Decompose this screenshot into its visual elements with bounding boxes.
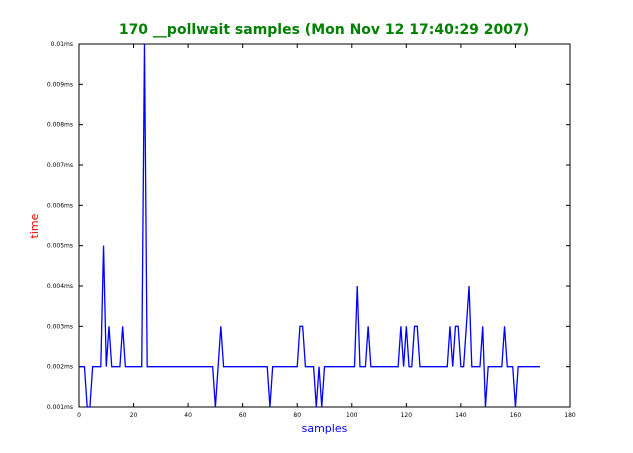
x-tick-label: 120 — [401, 412, 413, 419]
y-tick-label: 0.004ms — [47, 283, 73, 290]
plot-frame — [78, 43, 571, 408]
y-tick-label: 0.008ms — [47, 122, 73, 129]
x-tick-label: 20 — [130, 412, 138, 419]
y-tick-label: 0.006ms — [47, 202, 73, 209]
y-tick-label: 0.009ms — [47, 81, 73, 88]
x-axis-label: samples — [302, 422, 348, 435]
y-tick-label: 0.001ms — [47, 404, 73, 411]
x-tick-label: 0 — [77, 412, 81, 419]
x-tick-label: 160 — [510, 412, 522, 419]
x-tick-label: 180 — [564, 412, 576, 419]
x-tick-label: 140 — [455, 412, 467, 419]
x-tick-label: 40 — [184, 412, 192, 419]
y-tick-label: 0.007ms — [47, 162, 73, 169]
x-axis: 0 20 40 60 80 100 120 140 160 180 — [77, 44, 576, 419]
y-axis: 0.001ms 0.002ms 0.003ms 0.004ms 0.005ms 0.006… — [47, 41, 570, 411]
series-line — [79, 43, 540, 408]
x-tick-label: 100 — [346, 412, 358, 419]
chart-title: 170 __pollwait samples (Mon Nov 12 17:40… — [119, 22, 529, 38]
y-tick-label: 0.003ms — [47, 323, 73, 330]
y-tick-label: 0.01ms — [51, 41, 73, 48]
x-tick-label: 80 — [293, 412, 301, 419]
y-tick-label: 0.005ms — [47, 243, 73, 250]
y-tick-label: 0.002ms — [47, 364, 73, 371]
x-tick-label: 60 — [239, 412, 247, 419]
y-axis-label: time — [28, 213, 41, 238]
